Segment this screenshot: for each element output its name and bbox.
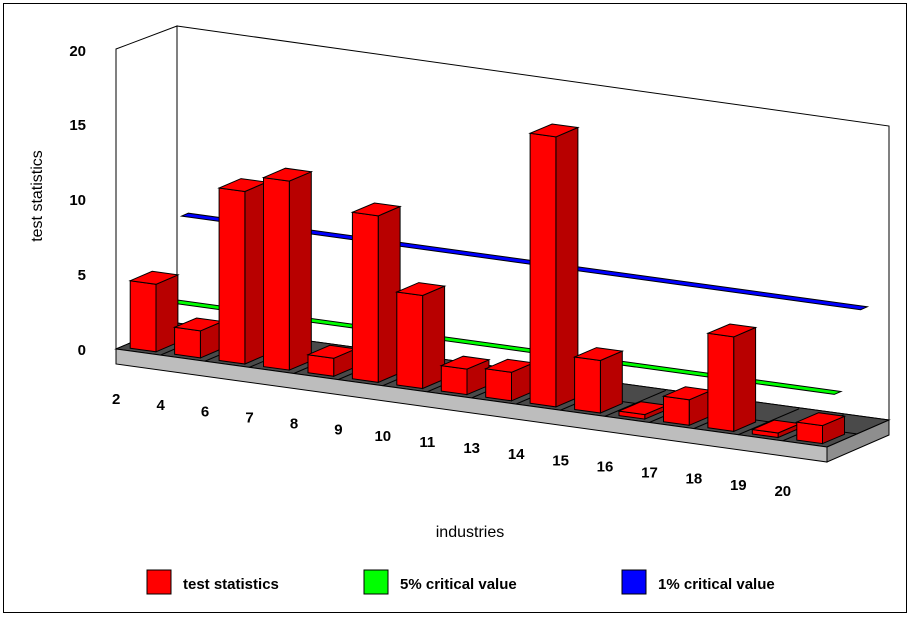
bar-top bbox=[572, 347, 625, 362]
x-tick-label: 7 bbox=[245, 409, 253, 426]
y-tick-label: 20 bbox=[69, 43, 86, 60]
x-tick-label: 13 bbox=[463, 440, 480, 457]
bar-front bbox=[529, 132, 557, 408]
bar-top bbox=[350, 202, 402, 217]
y-tick-label: 0 bbox=[78, 342, 86, 359]
x-tick-label: 19 bbox=[730, 477, 747, 494]
x-tick-label: 9 bbox=[334, 422, 342, 439]
bar-18 bbox=[706, 323, 758, 433]
bar-4 bbox=[172, 317, 225, 359]
bar-front bbox=[396, 291, 424, 390]
bar-13 bbox=[483, 358, 536, 402]
bar-14 bbox=[528, 123, 580, 408]
bar-6 bbox=[217, 178, 269, 365]
x-tick-label: 8 bbox=[290, 416, 298, 433]
y-tick-label: 10 bbox=[69, 192, 86, 209]
x-tick-label: 14 bbox=[508, 446, 525, 463]
y-axis-label: test statistics bbox=[29, 150, 46, 242]
legend: test statistics 5% critical value 1% cri… bbox=[146, 569, 775, 595]
bar-top bbox=[261, 167, 314, 182]
y-tick-label: 15 bbox=[69, 117, 86, 134]
x-tick-label: 10 bbox=[374, 428, 391, 445]
bar-front bbox=[351, 211, 379, 383]
bar-front bbox=[218, 187, 246, 365]
bar-side bbox=[733, 326, 757, 433]
x-tick-label: 20 bbox=[774, 483, 791, 500]
y-tick-label: 5 bbox=[78, 267, 86, 284]
x-axis-label: industries bbox=[436, 524, 504, 541]
bars bbox=[128, 123, 847, 445]
x-tick-label: 6 bbox=[201, 403, 209, 420]
bar-side bbox=[288, 171, 312, 371]
x-tick-label: 4 bbox=[157, 397, 166, 414]
bar-2 bbox=[128, 270, 180, 353]
bar-11 bbox=[439, 355, 491, 396]
x-tick-label: 18 bbox=[686, 471, 703, 488]
legend-item-test-statistics: test statistics bbox=[146, 569, 279, 595]
bar-17 bbox=[661, 386, 714, 427]
bar-front bbox=[263, 177, 290, 371]
legend-swatch bbox=[621, 569, 647, 595]
bar-16 bbox=[617, 401, 669, 420]
bar-front bbox=[129, 280, 157, 353]
bar-7 bbox=[261, 167, 314, 371]
bar-10 bbox=[394, 282, 447, 390]
legend-item-1pct-critical-value: 1% critical value bbox=[621, 569, 775, 595]
x-tick-label: 16 bbox=[597, 458, 614, 475]
bar-front bbox=[440, 365, 468, 396]
bar-9 bbox=[350, 202, 402, 384]
legend-label: test statistics bbox=[183, 576, 279, 593]
x-tick-label: 15 bbox=[552, 452, 569, 469]
bar-8 bbox=[306, 344, 358, 378]
x-tick-label: 2 bbox=[112, 391, 120, 408]
bar-front bbox=[707, 332, 735, 432]
bar-top bbox=[528, 123, 580, 138]
bar-front bbox=[485, 368, 512, 402]
bar-front bbox=[174, 326, 201, 359]
x-tick-label: 11 bbox=[419, 434, 435, 451]
bar-front bbox=[663, 395, 690, 426]
bar-19 bbox=[750, 419, 802, 439]
x-tick-label: 17 bbox=[641, 465, 658, 482]
bar-top bbox=[128, 270, 180, 285]
bar-top bbox=[394, 282, 447, 297]
x-tick-labels: 2 4 6 7 8 9 10 11 13 14 15 16 17 18 19 20 bbox=[112, 391, 791, 500]
bar-top bbox=[706, 323, 758, 338]
floor-side bbox=[826, 419, 890, 463]
bar-front bbox=[574, 356, 601, 414]
bar-top bbox=[439, 355, 491, 370]
bar-top bbox=[794, 412, 847, 427]
legend-label: 1% critical value bbox=[658, 576, 775, 593]
bar-20 bbox=[794, 412, 847, 445]
legend-swatch bbox=[363, 569, 389, 595]
bar-side bbox=[599, 350, 623, 414]
legend-swatch bbox=[146, 569, 172, 595]
legend-item-5pct-critical-value: 5% critical value bbox=[363, 569, 517, 595]
bar-15 bbox=[572, 347, 625, 414]
legend-label: 5% critical value bbox=[400, 576, 517, 593]
